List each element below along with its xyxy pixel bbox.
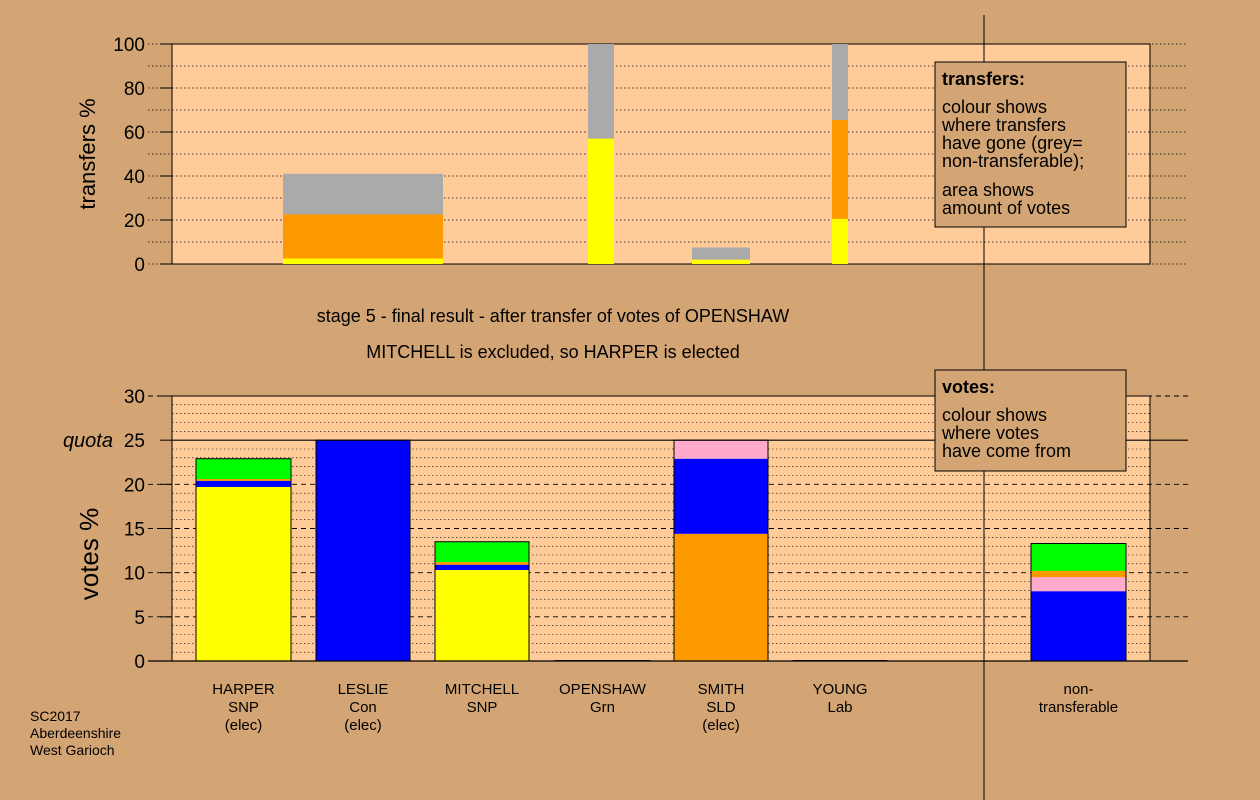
transfer-bar-segment-young bbox=[832, 119, 848, 219]
votes-note-box bbox=[934, 369, 1127, 472]
category-label-line: Con bbox=[349, 699, 377, 716]
transfers-note-line: amount of votes bbox=[942, 198, 1070, 218]
votes-y-tick-label: 25 bbox=[124, 431, 145, 452]
transfers-note-line: non-transferable); bbox=[942, 151, 1084, 171]
category-label-line: OPENSHAW bbox=[559, 681, 647, 698]
vote-bar-segment-non-transferable bbox=[1031, 570, 1126, 578]
vote-bar-segment-mitchell bbox=[435, 541, 529, 563]
vote-bar-segment-non-transferable bbox=[1031, 543, 1126, 571]
category-label-line: SNP bbox=[228, 699, 259, 716]
transfer-bar-segment-harper bbox=[283, 173, 443, 215]
votes-y-label: votes % bbox=[74, 508, 104, 601]
vote-bar-segment-harper bbox=[196, 479, 291, 481]
vote-bar-segment-smith bbox=[674, 533, 768, 661]
vote-bar-segment-harper bbox=[196, 480, 291, 487]
transfers-note-line: colour shows bbox=[942, 97, 1047, 117]
category-label-line: SNP bbox=[467, 699, 498, 716]
transfer-bar-segment-young bbox=[832, 44, 848, 120]
stage-subtitle: MITCHELL is excluded, so HARPER is elect… bbox=[366, 342, 739, 362]
votes-note-title: votes: bbox=[942, 377, 995, 397]
transfers-y-label: transfers % bbox=[75, 98, 100, 209]
footer-line-1: SC2017 bbox=[30, 708, 81, 724]
transfers-note-line: where transfers bbox=[941, 115, 1066, 135]
category-label-line: (elec) bbox=[225, 717, 263, 734]
transfer-bar-segment-smith bbox=[692, 259, 750, 264]
votes-note-line: have come from bbox=[942, 441, 1071, 461]
transfer-bar-segment-openshaw bbox=[588, 44, 614, 139]
transfer-bar-segment-harper bbox=[283, 258, 443, 264]
vote-bar-segment-smith bbox=[674, 458, 768, 534]
stage-title: stage 5 - final result - after transfer … bbox=[317, 306, 790, 326]
vote-bar-segment-leslie bbox=[316, 440, 410, 661]
votes-note-line: where votes bbox=[941, 423, 1039, 443]
vote-bar-segment-mitchell bbox=[435, 562, 529, 565]
category-label-line: HARPER bbox=[212, 681, 275, 698]
category-label-line: (elec) bbox=[702, 717, 740, 734]
category-label-line: Grn bbox=[590, 699, 615, 716]
transfer-bar-segment-harper bbox=[283, 214, 443, 259]
transfer-bar-segment-smith bbox=[692, 247, 750, 260]
vote-bar-segment-smith bbox=[674, 440, 768, 459]
category-label-line: SLD bbox=[706, 699, 735, 716]
vote-bar-segment-non-transferable bbox=[1031, 591, 1126, 661]
votes-y-tick-label: 30 bbox=[124, 387, 145, 408]
vote-bar-segment-mitchell bbox=[435, 564, 529, 571]
category-label-line: LESLIE bbox=[338, 681, 389, 698]
transfers-y-tick-label: 100 bbox=[113, 35, 145, 56]
transfers-y-tick-label: 60 bbox=[124, 123, 145, 144]
transfers-note-title: transfers: bbox=[942, 69, 1025, 89]
vote-bar-segment-mitchell bbox=[435, 570, 529, 661]
votes-y-tick-label: 15 bbox=[124, 520, 145, 541]
category-label-line: transferable bbox=[1039, 699, 1118, 716]
footer-line-3: West Garioch bbox=[30, 742, 115, 758]
transfer-bar-segment-young bbox=[832, 218, 848, 264]
category-label-line: (elec) bbox=[344, 717, 382, 734]
category-label-line: YOUNG bbox=[812, 681, 867, 698]
transfers-note-box bbox=[934, 61, 1127, 228]
quota-label: quota bbox=[63, 430, 113, 452]
category-label-line: MITCHELL bbox=[445, 681, 519, 698]
footer-line-2: Aberdeenshire bbox=[30, 725, 121, 741]
transfers-y-tick-label: 20 bbox=[124, 211, 145, 232]
vote-bar-segment-harper bbox=[196, 486, 291, 661]
votes-y-tick-label: 0 bbox=[134, 652, 145, 673]
transfers-note-line: area shows bbox=[942, 180, 1034, 200]
category-label-line: SMITH bbox=[698, 681, 745, 698]
votes-y-tick-label: 5 bbox=[134, 608, 145, 629]
votes-note-line: colour shows bbox=[942, 405, 1047, 425]
transfers-y-tick-label: 0 bbox=[134, 255, 145, 276]
votes-y-tick-label: 10 bbox=[124, 564, 145, 585]
votes-y-tick-label: 20 bbox=[124, 475, 145, 496]
vote-bar-segment-harper bbox=[196, 458, 291, 480]
category-label-line: non- bbox=[1063, 681, 1093, 698]
transfers-note-line: have gone (grey= bbox=[942, 133, 1083, 153]
transfer-bar-segment-openshaw bbox=[588, 138, 614, 264]
transfers-y-tick-label: 80 bbox=[124, 79, 145, 100]
category-label-line: Lab bbox=[827, 699, 852, 716]
transfers-y-tick-label: 40 bbox=[124, 167, 145, 188]
vote-bar-segment-non-transferable bbox=[1031, 577, 1126, 592]
